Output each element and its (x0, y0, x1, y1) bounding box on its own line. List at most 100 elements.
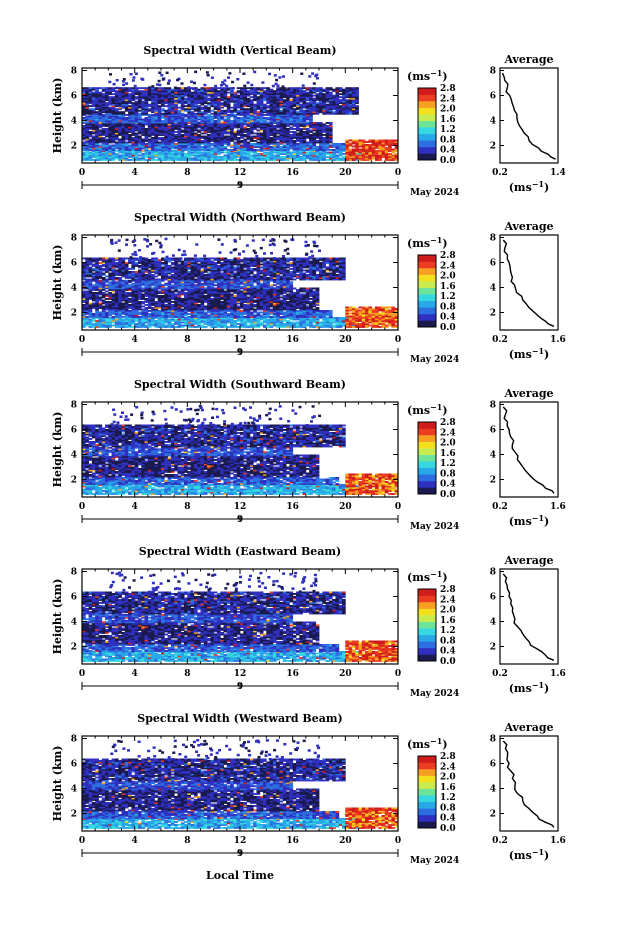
heatmap-cell (105, 317, 109, 319)
heatmap-cell (249, 321, 254, 324)
heatmap-cell (200, 128, 205, 130)
heatmap-cell (164, 99, 168, 102)
heatmap-cell (197, 129, 201, 132)
heatmap-cell (375, 159, 379, 161)
heatmap-cell (144, 159, 149, 161)
heatmap-cell (164, 143, 168, 145)
heatmap-cell (203, 157, 208, 160)
heatmap-cell (88, 141, 93, 144)
heatmap-cell (381, 144, 386, 146)
y-tick-label: 4 (71, 117, 77, 127)
heatmap-cell (236, 96, 241, 99)
heatmap-cell (134, 134, 139, 136)
heatmap-cell (351, 150, 356, 152)
heatmap-cell (154, 112, 159, 115)
heatmap-cell (151, 144, 155, 147)
heatmap-cell (345, 93, 349, 96)
heatmap-cell (190, 157, 195, 160)
heatmap-cell (249, 318, 254, 321)
heatmap-cell (190, 151, 195, 154)
heatmap-cell (131, 97, 136, 100)
heatmap-cell (101, 320, 106, 322)
heatmap-cell (105, 314, 109, 317)
heatmap-cell (253, 111, 257, 114)
heatmap-cell (230, 126, 234, 129)
heatmap-cell (151, 114, 155, 116)
heatmap-cell (276, 156, 280, 158)
heatmap-cell (141, 91, 145, 94)
heatmap-cell (95, 153, 99, 155)
heatmap-cell (355, 91, 359, 94)
heatmap-cell (203, 147, 208, 150)
heatmap-cell (82, 318, 86, 321)
heatmap-cell (82, 296, 86, 299)
heatmap-cell (319, 131, 323, 133)
heatmap-cell (226, 91, 231, 94)
heatmap-cell (246, 105, 251, 108)
heatmap-cell (98, 316, 103, 318)
heatmap-cell (85, 159, 89, 161)
heatmap-cell (292, 115, 297, 118)
heatmap-cell (305, 93, 310, 96)
heatmap-cell (259, 159, 264, 161)
heatmap-cell (249, 126, 254, 129)
heatmap-cell (98, 97, 103, 100)
heatmap-cell (351, 97, 356, 100)
heatmap-cell (157, 121, 162, 124)
heatmap-cell (131, 94, 136, 97)
heatmap-cell (128, 314, 132, 317)
heatmap-cell (231, 87, 235, 90)
heatmap-cell (213, 140, 218, 142)
heatmap-cell (220, 88, 224, 91)
heatmap-cell (91, 123, 96, 126)
heatmap-cell (355, 148, 359, 151)
heatmap-cell (213, 99, 218, 102)
heatmap-cell (177, 123, 182, 126)
heatmap-cell (305, 108, 310, 111)
heatmap-cell (180, 94, 185, 97)
heatmap-cell (289, 137, 294, 139)
heatmap-cell (210, 118, 215, 121)
heatmap-cell (124, 96, 129, 99)
heatmap-cell (114, 316, 119, 318)
heatmap-cell (131, 128, 136, 130)
heatmap-cell (174, 93, 178, 96)
heatmap-cell (164, 109, 168, 112)
heatmap-cell (190, 318, 195, 321)
heatmap-cell (279, 318, 284, 321)
heatmap-cell (286, 147, 290, 150)
heatmap-cell (85, 99, 89, 102)
heatmap-cell (138, 106, 142, 109)
heatmap-cell (154, 121, 159, 124)
heatmap-cell (322, 154, 326, 157)
heatmap-cell (88, 149, 93, 151)
heatmap-cell (118, 96, 122, 99)
heatmap-cell (118, 310, 122, 312)
heatmap-cell (151, 120, 155, 122)
heatmap-cell (378, 148, 382, 151)
heatmap-cell (299, 311, 303, 314)
heatmap-cell (213, 320, 218, 322)
heatmap-cell (101, 111, 106, 114)
heatmap-cell (286, 99, 290, 102)
heatmap-cell (108, 156, 112, 158)
heatmap-cell (319, 137, 323, 139)
heatmap-cell (200, 153, 205, 155)
heatmap-cell (240, 156, 244, 158)
heatmap-cell (177, 323, 182, 325)
heatmap-cell (289, 128, 294, 130)
heatmap-cell (203, 318, 208, 321)
heatmap-cell (131, 112, 136, 115)
heatmap-cell (302, 326, 307, 328)
heatmap-cell (193, 93, 198, 96)
heatmap-cell (121, 134, 126, 136)
heatmap-cell (105, 117, 109, 119)
heatmap-cell (184, 313, 188, 315)
heatmap-cell (85, 137, 89, 139)
heatmap-cell (161, 102, 165, 105)
heatmap-cell (105, 111, 109, 114)
heatmap-cell (312, 318, 317, 321)
day-label: 9 (237, 181, 243, 191)
heatmap-cell (82, 118, 86, 121)
heatmap-cell (345, 317, 349, 319)
